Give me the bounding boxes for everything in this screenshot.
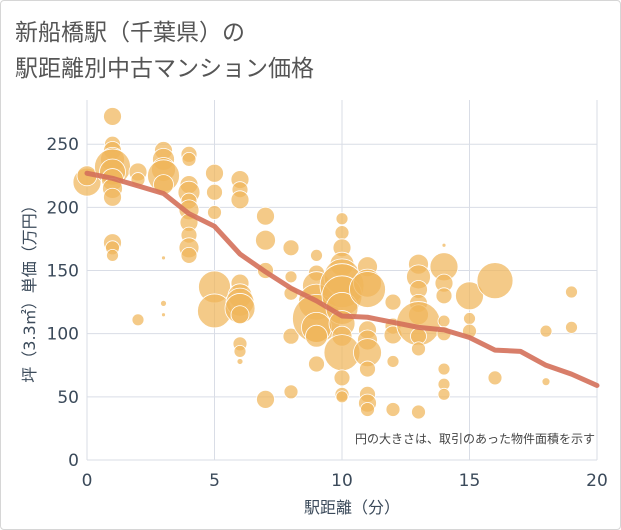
data-bubble xyxy=(236,358,244,365)
data-bubble xyxy=(160,299,167,307)
data-bubble xyxy=(284,270,298,284)
chart-title-line-1: 新船橋駅（千葉県）の xyxy=(15,20,245,46)
y-tick-label: 250 xyxy=(47,135,79,155)
data-bubble xyxy=(437,387,451,401)
data-bubble xyxy=(435,287,453,305)
data-bubble xyxy=(539,324,553,338)
data-bubble xyxy=(385,402,401,417)
data-bubble xyxy=(205,163,224,183)
data-bubble xyxy=(360,402,375,417)
data-bubble xyxy=(282,239,300,257)
data-bubble xyxy=(455,281,484,311)
data-bubble xyxy=(437,362,451,376)
data-bubble xyxy=(333,369,351,387)
y-tick-label: 50 xyxy=(57,388,79,408)
data-bubble xyxy=(181,151,197,167)
data-bubble xyxy=(437,314,451,328)
x-axis-label: 駅距離（分） xyxy=(304,498,400,517)
data-bubble xyxy=(230,305,250,325)
y-tick-label: 100 xyxy=(47,325,79,345)
data-bubble xyxy=(334,225,350,241)
data-bubble xyxy=(335,212,349,226)
y-axis-label: 坪（3.3㎡）単価（万円） xyxy=(20,197,39,382)
data-bubble xyxy=(359,360,376,378)
x-tick-label: 0 xyxy=(82,471,93,491)
trend-line xyxy=(84,170,600,388)
size-annotation: 円の大きさは、取引のあった物件面積を示す xyxy=(355,431,595,446)
data-bubble xyxy=(233,344,247,358)
data-bubble xyxy=(441,242,447,248)
data-bubble xyxy=(541,377,551,387)
data-bubble xyxy=(282,327,300,345)
data-bubble xyxy=(476,262,514,300)
data-bubble xyxy=(565,285,578,299)
data-bubble xyxy=(305,324,328,348)
data-bubble xyxy=(255,229,276,251)
x-tick-label: 15 xyxy=(459,471,481,491)
chart-title-line-2: 駅距離別中古マンション価格 xyxy=(15,56,314,82)
data-bubble xyxy=(386,355,400,368)
data-bubble xyxy=(411,341,426,357)
data-bubble xyxy=(283,384,299,400)
y-tick-label: 200 xyxy=(47,198,79,218)
data-bubble xyxy=(487,370,503,386)
data-bubble xyxy=(565,320,578,334)
data-bubble xyxy=(161,312,166,318)
x-tick-label: 5 xyxy=(209,471,220,491)
data-bubble xyxy=(256,206,275,226)
data-bubble xyxy=(206,183,223,201)
data-bubble xyxy=(310,248,323,262)
y-tick-label: 150 xyxy=(47,262,79,282)
data-bubble xyxy=(308,355,325,373)
data-bubble xyxy=(106,248,119,262)
data-bubble xyxy=(103,187,122,207)
data-bubble xyxy=(230,190,250,210)
data-bubble xyxy=(463,312,476,325)
data-bubble xyxy=(256,389,275,409)
data-bubble xyxy=(103,107,122,126)
data-bubble xyxy=(207,205,222,220)
data-bubble xyxy=(161,255,166,261)
data-bubble xyxy=(180,246,198,264)
data-bubble xyxy=(335,390,349,404)
y-tick-label: 0 xyxy=(68,451,79,471)
data-bubble xyxy=(349,271,386,308)
x-tick-label: 10 xyxy=(331,471,353,491)
chart-title: 新船橋駅（千葉県）の 駅距離別中古マンション価格 xyxy=(15,15,314,87)
data-bubble xyxy=(411,404,426,420)
data-bubble xyxy=(131,313,145,327)
data-bubble xyxy=(384,293,402,311)
x-tick-label: 20 xyxy=(586,471,608,491)
